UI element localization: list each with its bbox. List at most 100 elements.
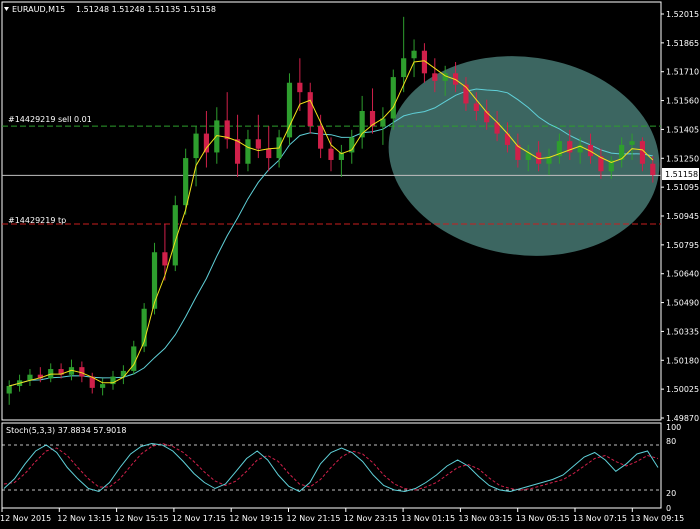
- candle-body: [494, 122, 500, 134]
- candle-body: [79, 367, 85, 377]
- candle-body: [411, 50, 417, 59]
- stoch-plot-frame: [1, 422, 662, 509]
- candle-body: [359, 110, 365, 138]
- fast-ma-layer: [9, 60, 654, 387]
- main-plot-frame: [1, 1, 662, 421]
- time-axis: 12 Nov 2015 12 Nov 13:15 12 Nov 15:15 12 No…: [0, 508, 684, 523]
- candle-body: [380, 118, 386, 127]
- time-axis-label: 12 Nov 21:15: [287, 514, 341, 523]
- header-dropdown-icon[interactable]: [4, 7, 9, 11]
- sell-order-label: #14429219 sell 0.01: [8, 115, 92, 124]
- price-axis-label: 1.50490: [666, 299, 699, 308]
- candle-body: [525, 152, 531, 160]
- candle-body: [110, 376, 116, 385]
- candle-body: [307, 92, 313, 127]
- time-axis-label: 12 Nov 19:15: [229, 514, 283, 523]
- price-axis-label: 1.51560: [666, 97, 699, 106]
- time-axis-label: 12 Nov 15:15: [115, 514, 169, 523]
- price-axis-label: 1.51250: [666, 154, 699, 163]
- candle-body: [255, 139, 261, 149]
- current-price-tag: [662, 168, 699, 180]
- candle-body: [224, 120, 230, 140]
- stoch-axis-label: 0: [666, 504, 671, 513]
- time-axis-label: 13 Nov 07:15: [573, 514, 627, 523]
- candle-body: [442, 73, 448, 81]
- candle-body: [286, 82, 293, 138]
- candle-body: [421, 50, 428, 74]
- candle-body: [68, 367, 75, 375]
- candle-body: [619, 144, 625, 160]
- candle-body: [587, 144, 594, 157]
- stoch-axis-label: 100: [666, 423, 681, 432]
- candle-body: [608, 159, 614, 172]
- candle-body: [401, 58, 407, 78]
- order-lines: [2, 125, 661, 225]
- candle-body: [89, 376, 95, 388]
- candle-body: [131, 346, 137, 371]
- candle-body: [141, 308, 147, 347]
- stoch-main-line: [3, 442, 659, 493]
- price-axis-label: 1.50640: [666, 270, 699, 279]
- price-axis-label: 1.51710: [666, 68, 699, 77]
- candle-body: [234, 139, 241, 164]
- candle-body: [338, 152, 344, 160]
- candle-body: [58, 369, 64, 375]
- candle-body: [266, 148, 272, 159]
- candle-body: [484, 110, 490, 123]
- price-axis-label: 1.50180: [666, 356, 699, 365]
- candle-body: [639, 141, 646, 164]
- candle-body: [567, 141, 573, 153]
- candle-body: [6, 385, 12, 394]
- time-axis-label: 13 Nov 09:15: [630, 514, 684, 523]
- candle-body: [349, 137, 355, 153]
- stoch-label: Stoch(5,3,3) 37.8834 57.9018: [6, 426, 126, 435]
- candle-body: [297, 82, 303, 93]
- tp-order-label: #14429219 tp: [8, 216, 66, 225]
- candle-body: [214, 120, 220, 153]
- candle-body: [193, 133, 199, 159]
- price-axis-label: 1.51405: [666, 125, 699, 134]
- candle-body: [515, 144, 521, 160]
- candle-body: [183, 158, 189, 206]
- current-price-label: 1.51158: [665, 170, 698, 179]
- candle-body: [546, 156, 552, 164]
- candle-body: [577, 144, 583, 153]
- candle-body: [162, 252, 168, 266]
- candle-body: [452, 73, 459, 85]
- price-axis-label: 1.50025: [666, 385, 699, 394]
- candle-body: [203, 133, 210, 153]
- candle-body: [172, 205, 178, 266]
- chart-header-symbol: EURAUD,M15: [12, 5, 65, 14]
- candle-body: [120, 370, 126, 377]
- candle-body: [27, 374, 33, 381]
- time-axis-label: 13 Nov 03:15: [458, 514, 512, 523]
- candle-body: [245, 139, 251, 164]
- stoch-signal-line: [3, 442, 659, 491]
- candle-body: [536, 152, 542, 164]
- price-axis-label: 1.51865: [666, 39, 699, 48]
- time-axis-label: 13 Nov 01:15: [401, 514, 455, 523]
- slow-ma-layer: [9, 88, 653, 387]
- time-axis-label: 13 Nov 05:15: [516, 514, 570, 523]
- candle-body: [463, 84, 469, 104]
- slow-ma-line: [9, 88, 653, 387]
- candle-body: [504, 133, 511, 145]
- candle-body: [369, 110, 376, 127]
- candle-body: [556, 141, 562, 157]
- time-axis-label: 12 Nov 23:15: [344, 514, 398, 523]
- price-axis-label: 1.50945: [666, 212, 699, 221]
- highlight-ellipse: [388, 56, 660, 256]
- candle-body: [151, 252, 158, 309]
- price-axis-label: 1.50795: [666, 241, 699, 250]
- price-axis-label: 1.52015: [666, 10, 699, 19]
- stoch-layer: 100 80 20 0: [2, 423, 681, 513]
- price-axis-label: 1.49870: [666, 414, 699, 423]
- candle-body: [37, 374, 43, 379]
- price-axis: 1.52015 1.51865 1.51710 1.51560 1.51405 1.512…: [661, 10, 699, 423]
- candle-body: [650, 163, 656, 176]
- candle-body: [100, 384, 106, 388]
- candle-body: [328, 148, 334, 160]
- candle-body: [598, 156, 604, 172]
